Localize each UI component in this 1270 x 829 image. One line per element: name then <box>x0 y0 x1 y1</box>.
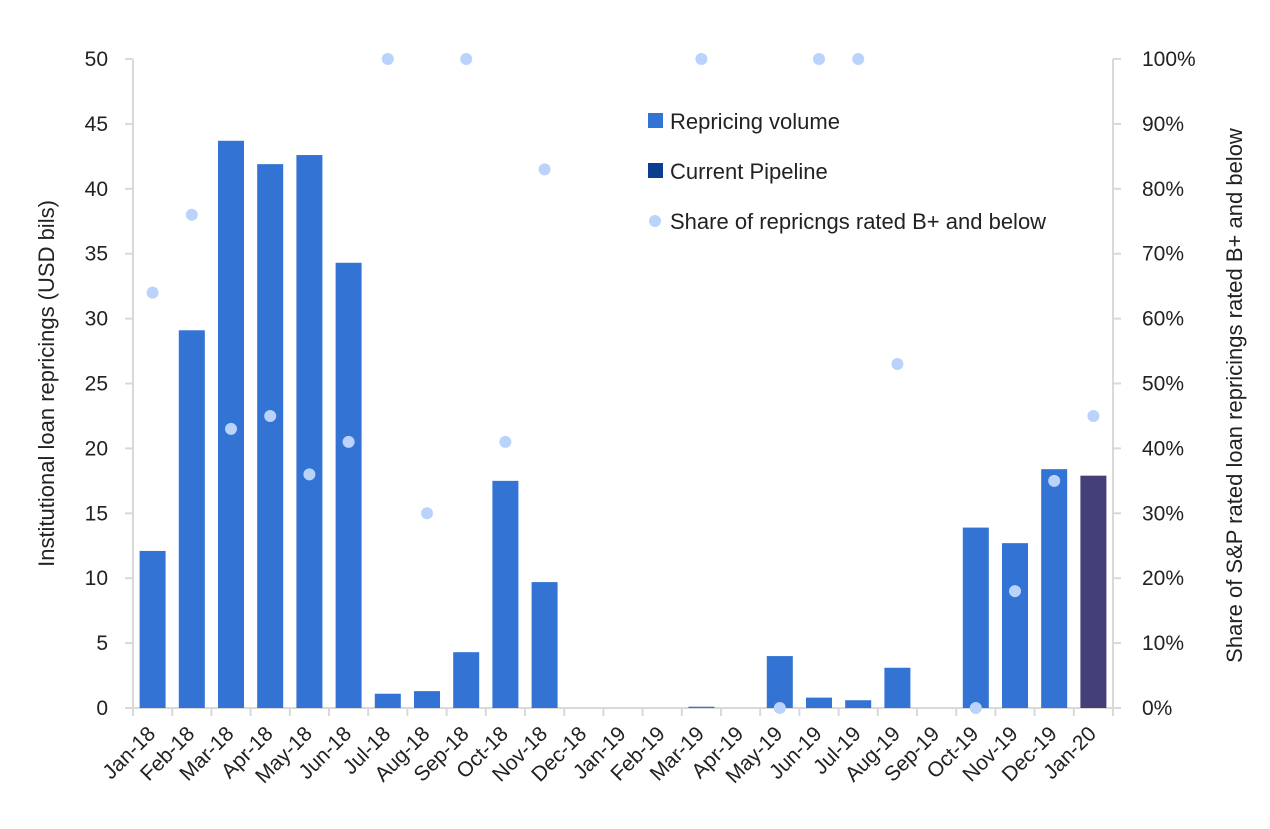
y2-tick-label: 80% <box>1142 178 1184 201</box>
scatter-point <box>381 53 394 65</box>
y-tick-label: 45 <box>85 113 108 136</box>
bars <box>139 140 1107 709</box>
bar <box>766 656 793 708</box>
legend-label: Repricing volume <box>670 109 840 134</box>
bar <box>139 550 166 708</box>
bar <box>806 697 832 708</box>
scatter-point <box>185 208 198 221</box>
y2-tick-label: 50% <box>1142 373 1184 396</box>
legend-label: Current Pipeline <box>670 159 828 184</box>
scatter-point <box>460 53 473 65</box>
scatter-point <box>695 53 708 65</box>
bar <box>296 155 323 708</box>
scatter-point <box>1087 409 1100 422</box>
y2-tick-label: 40% <box>1142 437 1184 460</box>
y2-tick-label: 10% <box>1142 632 1184 655</box>
y-axis-title: Institutional loan repricings (USD bils) <box>34 200 59 567</box>
scatter-point <box>499 435 512 448</box>
legend-swatch <box>648 163 663 178</box>
scatter-point <box>969 702 982 714</box>
y-tick-label: 35 <box>85 243 108 266</box>
scatter-point <box>773 702 786 714</box>
y-tick-label: 5 <box>96 632 108 655</box>
scatter-point <box>1048 474 1061 487</box>
bar <box>257 164 284 708</box>
y-tick-label: 20 <box>85 437 108 460</box>
y-tick-label: 25 <box>85 373 108 396</box>
y-tick-label: 10 <box>85 567 108 590</box>
scatter-point <box>421 507 433 520</box>
y-tick-label: 15 <box>85 502 108 525</box>
bar <box>531 582 558 708</box>
y2-tick-label: 60% <box>1142 308 1184 331</box>
y2-tick-label: 90% <box>1142 113 1184 136</box>
y2-tick-label: 20% <box>1142 567 1184 590</box>
y2-tick-label: 30% <box>1142 502 1184 525</box>
bar <box>962 527 989 708</box>
y-tick-label: 50 <box>85 48 108 71</box>
bar <box>1080 475 1107 708</box>
bar <box>1002 543 1028 708</box>
y2-tick-label: 70% <box>1142 243 1184 266</box>
scatter-point <box>146 286 159 299</box>
scatter-point <box>852 53 865 65</box>
scatter-point <box>891 358 904 371</box>
legend-marker <box>649 215 661 227</box>
bar <box>374 693 401 708</box>
scatter-point <box>342 435 355 448</box>
y-tick-label: 40 <box>85 178 108 201</box>
legend: Repricing volume Current Pipeline Share of… <box>648 109 1046 234</box>
bar <box>453 652 480 708</box>
scatter-point <box>225 422 237 435</box>
y-tick-label: 30 <box>85 308 108 331</box>
bar <box>492 480 519 708</box>
bar <box>1041 469 1068 708</box>
legend-label: Share of repricngs rated B+ and below <box>670 209 1046 234</box>
axes <box>125 58 1121 716</box>
legend-swatch <box>648 113 663 128</box>
bar <box>335 262 362 708</box>
bar <box>178 330 205 708</box>
y-tick-label: 0 <box>96 697 108 720</box>
scatter-point <box>264 409 277 422</box>
scatter-point <box>1009 585 1021 598</box>
ticks: 0 5 10 15 20 25 30 35 40 45 50 0% 10% 20% 30% 40% 50% 60%… <box>85 48 1196 788</box>
points <box>146 53 1100 714</box>
bar <box>688 706 715 708</box>
y2-tick-label: 0% <box>1142 697 1172 720</box>
scatter-point <box>303 468 316 481</box>
y2-tick-label: 100% <box>1142 48 1196 71</box>
y2-axis-title: Share of S&P rated loan repricings rated… <box>1222 128 1247 663</box>
bar <box>414 691 440 708</box>
bar <box>845 700 872 708</box>
scatter-point <box>813 53 825 65</box>
scatter-point <box>538 163 551 176</box>
bar <box>884 667 911 708</box>
